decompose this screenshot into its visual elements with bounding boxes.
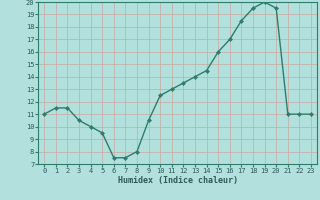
X-axis label: Humidex (Indice chaleur): Humidex (Indice chaleur) [118,176,238,185]
